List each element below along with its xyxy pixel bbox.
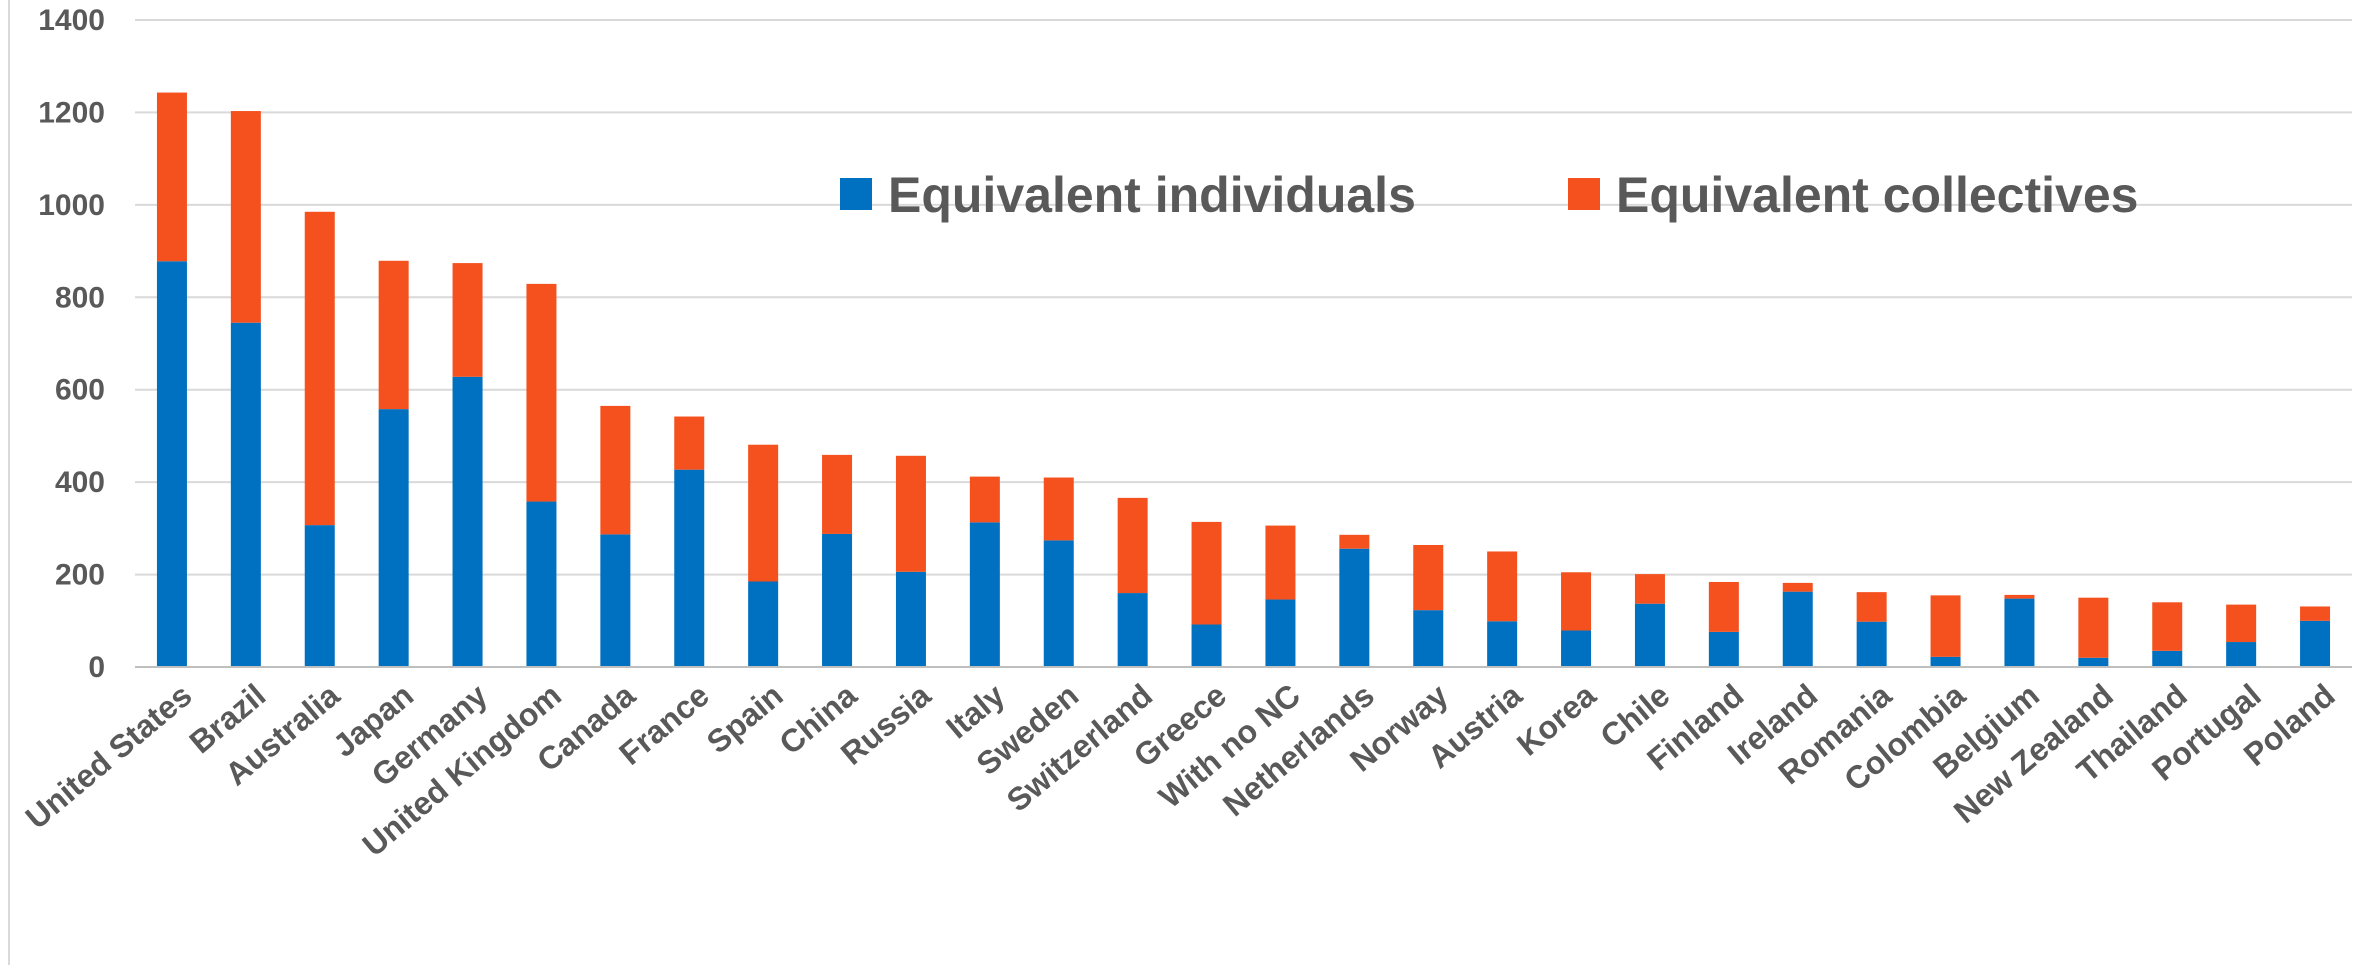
bar-poland-equivalent-individuals — [2300, 620, 2331, 667]
bar-thailand-equivalent-collectives — [2152, 602, 2183, 651]
y-tick-label: 800 — [55, 281, 105, 314]
bar-austria-equivalent-collectives — [1487, 551, 1518, 622]
legend-swatch-equivalent-collectives — [1568, 178, 1600, 210]
bar-chile-equivalent-collectives — [1634, 574, 1665, 604]
y-tick-label: 200 — [55, 559, 105, 592]
bar-netherlands-equivalent-collectives — [1339, 534, 1370, 549]
bar-greece-equivalent-collectives — [1191, 521, 1222, 625]
bar-china-equivalent-collectives — [822, 454, 853, 534]
y-tick-label: 1000 — [38, 189, 105, 222]
y-tick-label: 0 — [88, 651, 105, 684]
bar-switzerland-equivalent-collectives — [1117, 497, 1148, 594]
gridlines — [135, 19, 2352, 576]
bar-canada-equivalent-collectives — [600, 405, 631, 535]
bar-chile-equivalent-individuals — [1634, 603, 1665, 667]
y-tick-label: 400 — [55, 466, 105, 499]
bars — [156, 92, 2331, 667]
bar-spain-equivalent-collectives — [748, 444, 779, 582]
legend-label-equivalent-collectives: Equivalent collectives — [1616, 167, 2138, 223]
bar-sweden-equivalent-individuals — [1043, 540, 1074, 667]
bar-spain-equivalent-individuals — [748, 581, 779, 667]
bar-ireland-equivalent-collectives — [1782, 582, 1813, 592]
bar-norway-equivalent-individuals — [1413, 610, 1444, 667]
bar-netherlands-equivalent-individuals — [1339, 548, 1370, 667]
bar-austria-equivalent-individuals — [1487, 621, 1518, 667]
bar-united-states-equivalent-collectives — [156, 92, 187, 262]
bar-united-states-equivalent-individuals — [156, 261, 187, 667]
bar-germany-equivalent-collectives — [452, 263, 483, 377]
y-tick-label: 1400 — [38, 4, 105, 37]
bar-colombia-equivalent-collectives — [1930, 595, 1961, 657]
bar-japan-equivalent-individuals — [378, 409, 409, 667]
y-tick-label: 1200 — [38, 96, 105, 129]
bar-korea-equivalent-individuals — [1561, 630, 1592, 667]
bar-japan-equivalent-collectives — [378, 260, 409, 410]
bar-norway-equivalent-collectives — [1413, 544, 1444, 611]
bar-italy-equivalent-collectives — [969, 476, 1000, 523]
bar-new-zealand-equivalent-collectives — [2078, 597, 2109, 658]
bar-finland-equivalent-collectives — [1708, 581, 1739, 632]
bar-colombia-equivalent-individuals — [1930, 656, 1961, 667]
bar-france-equivalent-individuals — [674, 469, 705, 667]
bar-with-no-nc-equivalent-individuals — [1265, 599, 1296, 667]
bar-united-kingdom-equivalent-collectives — [526, 283, 557, 502]
bar-france-equivalent-collectives — [674, 416, 705, 470]
bar-ireland-equivalent-individuals — [1782, 591, 1813, 667]
y-axis-tick-labels: 0 200 400 600 800 1000 1200 1400 — [38, 4, 105, 684]
bar-australia-equivalent-collectives — [304, 211, 335, 526]
bar-brazil-equivalent-individuals — [230, 322, 261, 667]
bar-portugal-equivalent-collectives — [2226, 604, 2257, 643]
bar-poland-equivalent-collectives — [2300, 606, 2331, 621]
legend: Equivalent individuals Equivalent collec… — [840, 167, 2138, 223]
bar-switzerland-equivalent-individuals — [1117, 593, 1148, 667]
bar-brazil-equivalent-collectives — [230, 111, 261, 323]
bar-italy-equivalent-individuals — [969, 522, 1000, 667]
bar-korea-equivalent-collectives — [1561, 572, 1592, 631]
bar-united-kingdom-equivalent-individuals — [526, 501, 557, 667]
y-tick-label: 600 — [55, 374, 105, 407]
bar-romania-equivalent-individuals — [1856, 621, 1887, 667]
bar-new-zealand-equivalent-individuals — [2078, 657, 2109, 667]
bar-romania-equivalent-collectives — [1856, 592, 1887, 622]
bar-russia-equivalent-individuals — [895, 571, 926, 667]
bar-belgium-equivalent-collectives — [2004, 594, 2035, 599]
bar-thailand-equivalent-individuals — [2152, 650, 2183, 667]
bar-china-equivalent-individuals — [822, 533, 853, 667]
bar-finland-equivalent-individuals — [1708, 631, 1739, 667]
bar-russia-equivalent-collectives — [895, 455, 926, 572]
bar-canada-equivalent-individuals — [600, 534, 631, 667]
bar-with-no-nc-equivalent-collectives — [1265, 525, 1296, 600]
legend-label-equivalent-individuals: Equivalent individuals — [888, 167, 1416, 223]
bar-sweden-equivalent-collectives — [1043, 477, 1074, 541]
bar-greece-equivalent-individuals — [1191, 624, 1222, 667]
legend-swatch-equivalent-individuals — [840, 178, 872, 210]
bar-germany-equivalent-individuals — [452, 376, 483, 667]
bar-australia-equivalent-individuals — [304, 525, 335, 667]
bar-belgium-equivalent-individuals — [2004, 598, 2035, 667]
bar-portugal-equivalent-individuals — [2226, 642, 2257, 667]
